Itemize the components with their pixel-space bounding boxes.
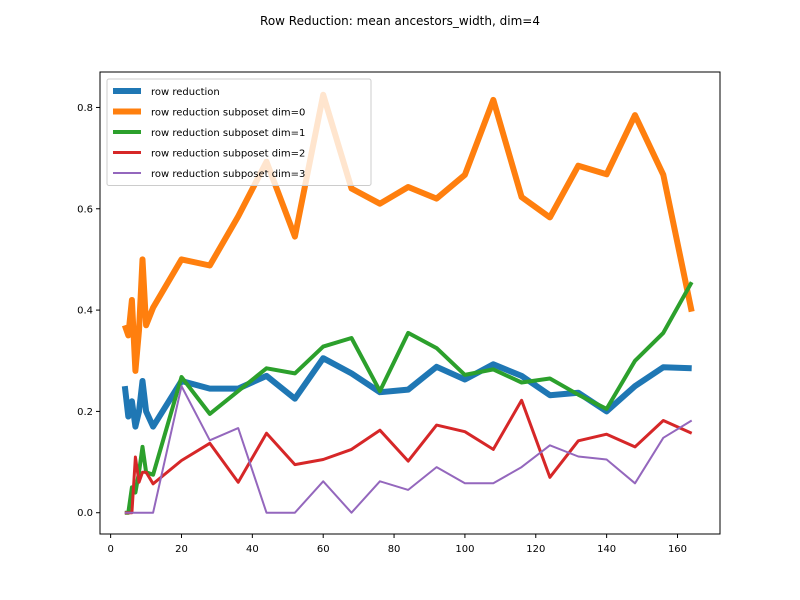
x-tick-label-8: 160: [668, 544, 687, 555]
x-tick-label-0: 0: [107, 544, 113, 555]
series-line-0: [121, 355, 692, 430]
legend: row reduction row reduction subposet dim=…: [106, 78, 372, 186]
y-tick-label-2: 0.4: [77, 306, 93, 317]
axis-ticks: 0 20 40 60 80 100 120 140 160 0.0 0.2 0.4 0.6 0.8: [77, 103, 687, 555]
legend-box: [106, 78, 372, 186]
x-tick-label-3: 60: [317, 544, 330, 555]
x-tick-label-7: 140: [597, 544, 616, 555]
y-tick-label-3: 0.6: [77, 204, 93, 215]
x-tick-label-1: 20: [175, 544, 188, 555]
y-tick-label-1: 0.2: [77, 407, 93, 418]
x-tick-label-4: 80: [388, 544, 401, 555]
series-line-3: [124, 398, 693, 515]
series-line-2: [124, 281, 694, 515]
legend-label-0: row reduction: [151, 87, 220, 98]
legend-label-2: row reduction subposet dim=1: [151, 128, 305, 139]
x-tick-label-2: 40: [246, 544, 259, 555]
chart-title: Row Reduction: mean ancestors_width, dim…: [260, 14, 540, 28]
plot-area: [121, 91, 695, 515]
series-line-4: [124, 385, 693, 514]
y-tick-label-4: 0.8: [77, 103, 93, 114]
legend-label-1: row reduction subposet dim=0: [151, 108, 305, 119]
x-tick-label-6: 120: [526, 544, 545, 555]
legend-label-3: row reduction subposet dim=2: [151, 149, 305, 160]
axes-frame: [99, 71, 721, 535]
x-tick-label-5: 100: [455, 544, 474, 555]
y-tick-label-0: 0.0: [77, 508, 93, 519]
legend-label-4: row reduction subposet dim=3: [151, 169, 305, 180]
